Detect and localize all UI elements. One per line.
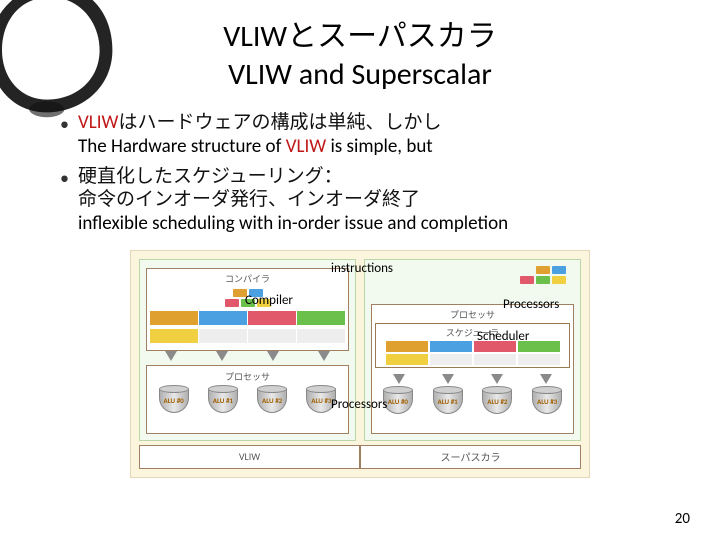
compiler-jp-label: コンパイラ (150, 272, 345, 285)
scheduler-box: スケジューラ (375, 323, 570, 368)
alu-icon: ALU #1 (429, 386, 467, 430)
bullet-item: 硬直化したスケジューリング： 命令のインオーダ発行、インオーダ終了 inflex… (60, 165, 686, 236)
compiler-box: コンパイラ (146, 268, 349, 351)
label-scheduler: Scheduler (477, 329, 529, 344)
vliw-word-icon (150, 329, 345, 343)
processors-jp-left: プロセッサ (151, 370, 344, 383)
vliw-panel: コンパイラ (139, 259, 356, 441)
diagram-footer-labels: VLIW スーパスカラ (139, 445, 581, 469)
dispatch-arrows-icon (146, 351, 349, 361)
bullet-jp: VLIWはハードウェアの構成は単純、しかし (78, 111, 686, 135)
bullet-en: The Hardware structure of VLIW is simple… (78, 135, 686, 159)
alu-icon: ALU #0 (155, 385, 193, 429)
page-number: 20 (675, 510, 690, 528)
label-processors-left: Processors (331, 397, 387, 412)
footer-superscalar: スーパスカラ (360, 445, 581, 469)
alu-icon: ALU #3 (528, 386, 566, 430)
architecture-diagram: instructions Compiler Processors Process… (130, 250, 590, 478)
bullet-en: inflexible scheduling with in-order issu… (78, 212, 686, 236)
scheduler-jp-label: スケジューラ (382, 326, 563, 339)
dispatch-arrows-icon (375, 374, 570, 384)
bullet-item: VLIWはハードウェアの構成は単純、しかし The Hardware struc… (60, 111, 686, 159)
title-jp: VLIWとスーパスカラ (223, 18, 497, 55)
label-instructions: instructions (331, 261, 393, 276)
superscalar-panel: プロセッサ スケジューラ (364, 259, 581, 441)
label-compiler: Compiler (245, 293, 293, 308)
processors-box-right: プロセッサ スケジューラ (371, 304, 574, 434)
bullet-list: VLIWはハードウェアの構成は単純、しかし The Hardware struc… (60, 111, 686, 236)
alu-icon: ALU #1 (204, 385, 242, 429)
footer-vliw: VLIW (139, 445, 360, 469)
bullet-jp: 硬直化したスケジューリング： 命令のインオーダ発行、インオーダ終了 (78, 165, 686, 213)
alu-icon: ALU #2 (478, 386, 516, 430)
slide-title: VLIWとスーパスカラ VLIW and Superscalar (34, 18, 686, 93)
title-en: VLIW and Superscalar (228, 56, 492, 93)
label-processors-right: Processors (503, 297, 559, 312)
processors-box-left: プロセッサ ALU #0ALU #1ALU #2ALU #3 (146, 365, 349, 434)
instruction-stream-icon (371, 266, 574, 284)
slide-content: VLIWとスーパスカラ VLIW and Superscalar VLIWはハー… (0, 0, 720, 478)
vliw-word-icon (150, 311, 345, 325)
alu-icon: ALU #2 (253, 385, 291, 429)
